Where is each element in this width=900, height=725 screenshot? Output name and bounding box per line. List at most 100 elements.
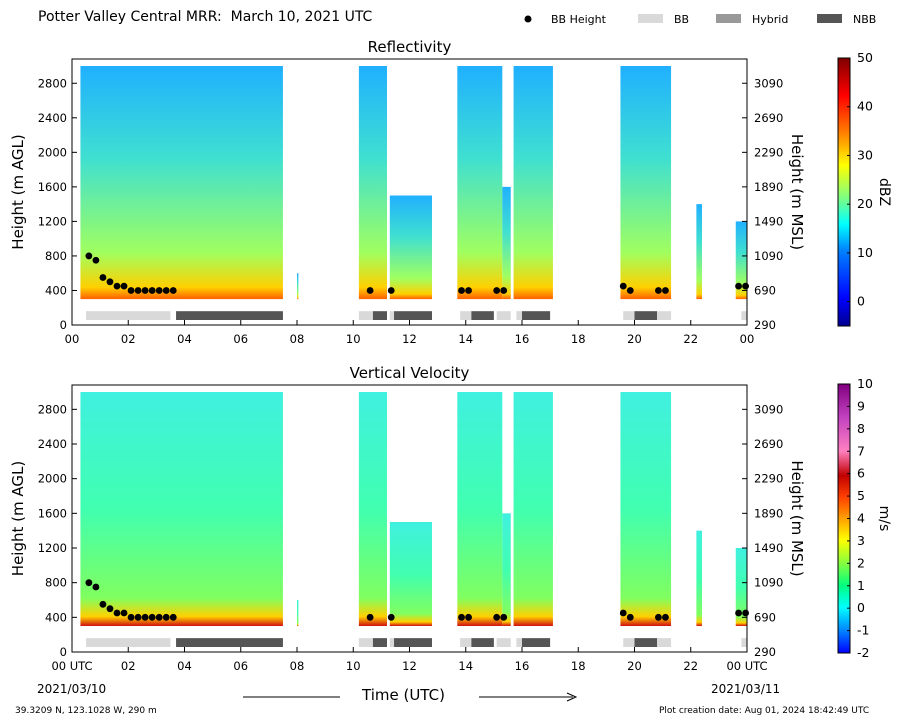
velocity-ylabel: Height (m AGL) [9, 461, 27, 576]
velocity-bb-height-point [387, 613, 395, 621]
velocity-bb-type-bar [741, 638, 747, 647]
velocity-colorbar-tick-label: 1 [857, 578, 865, 593]
reflectivity-bb-height-point [735, 282, 742, 290]
reflectivity-bb-height-point [106, 278, 114, 286]
velocity-echo-region [502, 513, 511, 626]
reflectivity-colorbar-tick-label: 20 [857, 196, 873, 211]
velocity-colorbar-tick-label: 7 [857, 443, 865, 458]
legend-swatch-bb [638, 14, 663, 23]
velocity-xtick-label: 02 [121, 659, 136, 673]
velocity-bb-height-point [148, 613, 156, 621]
reflectivity-bb-height-point [169, 287, 177, 294]
reflectivity-colorbar-tick-label: 0 [857, 294, 865, 309]
reflectivity-xtick-label: 04 [177, 332, 192, 346]
velocity-colorbar-tick-label: 10 [857, 376, 873, 391]
velocity-bb-type-bar [86, 638, 171, 647]
velocity-echo-region [457, 392, 503, 626]
reflectivity-bb-height-point [134, 287, 142, 294]
reflectivity-panel-title: Reflectivity [368, 38, 452, 56]
velocity-xtick-label: 12 [402, 659, 417, 673]
velocity-ytick-label: 0 [60, 645, 67, 659]
velocity-ytick-right-label: 3090 [754, 402, 783, 416]
velocity-ytick-label: 2000 [38, 472, 67, 486]
reflectivity-echo-region [502, 186, 511, 300]
velocity-echo-region [620, 392, 672, 626]
reflectivity-ytick-label: 1600 [38, 180, 67, 194]
velocity-bb-height-point [155, 613, 163, 621]
legend-marker-bb-height [524, 15, 532, 23]
reflectivity-bb-height-point [148, 287, 156, 294]
velocity-ylabel-right: Height (m MSL) [788, 460, 806, 576]
reflectivity-bb-height-point [120, 282, 128, 290]
reflectivity-colorbar-tick-label: 10 [857, 245, 873, 260]
velocity-ytick-right-label: 290 [754, 645, 776, 659]
velocity-bb-height-point [366, 613, 374, 621]
velocity-bb-height-point [465, 613, 472, 621]
velocity-xtick-label: 20 [627, 659, 642, 673]
velocity-bb-height-point [662, 613, 669, 621]
figure-title: Potter Valley Central MRR: March 10, 202… [38, 9, 373, 25]
reflectivity-bb-type-bar [460, 311, 472, 320]
reflectivity-bb-type-bar [394, 311, 432, 320]
velocity-bb-height-point [619, 609, 627, 617]
date-end-label: 2021/03/11 [711, 682, 781, 696]
reflectivity-ytick-label: 2400 [38, 111, 67, 125]
velocity-bb-type-bar [389, 638, 395, 647]
velocity-ytick-label: 2800 [38, 402, 67, 416]
reflectivity-xtick-label: 14 [458, 332, 473, 346]
velocity-xtick-label: 14 [458, 659, 473, 673]
velocity-ytick-right-label: 1890 [754, 506, 783, 520]
reflectivity-echo-region [80, 66, 283, 300]
velocity-colorbar-tick-label: 9 [857, 398, 865, 413]
velocity-bb-height-point [134, 613, 142, 621]
velocity-bb-height-point [735, 609, 742, 617]
reflectivity-bb-type-bar [471, 311, 494, 320]
reflectivity-colorbar [837, 57, 851, 327]
reflectivity-bb-type-bar [741, 311, 747, 320]
velocity-bb-height-point [127, 613, 135, 621]
velocity-echo-region [513, 392, 553, 626]
velocity-bb-height-point [162, 613, 170, 621]
velocity-echo-region [696, 530, 702, 626]
velocity-bb-height-point [169, 613, 177, 621]
reflectivity-echo-region [735, 221, 747, 300]
reflectivity-bb-height-point [92, 256, 100, 264]
reflectivity-bb-height-point [742, 282, 749, 290]
footer-location: 39.3209 N, 123.1028 W, 290 m [15, 706, 157, 716]
velocity-xtick-label: 00 UTC [726, 659, 767, 673]
reflectivity-xtick-label: 16 [515, 332, 530, 346]
reflectivity-bb-type-bar [372, 311, 387, 320]
velocity-xtick-label: 08 [290, 659, 305, 673]
velocity-colorbar-tick-label: 5 [857, 488, 865, 503]
velocity-ytick-right-label: 2290 [754, 472, 783, 486]
reflectivity-bb-height-point [619, 282, 627, 290]
velocity-bb-type-bar [657, 638, 672, 647]
reflectivity-bb-type-bar [516, 311, 522, 320]
velocity-ytick-label: 400 [45, 610, 67, 624]
legend-label-hybrid: Hybrid [752, 13, 788, 26]
legend-label-nbb: NBB [853, 13, 876, 26]
reflectivity-ytick-label: 2000 [38, 145, 67, 159]
reflectivity-ytick-right-label: 290 [754, 318, 776, 332]
reflectivity-xtick-label: 18 [571, 332, 586, 346]
reflectivity-bb-height-point [465, 287, 472, 294]
reflectivity-bb-height-point [127, 287, 135, 294]
velocity-ytick-right-label: 1490 [754, 541, 783, 555]
reflectivity-colorbar-tick-label: 50 [857, 50, 873, 65]
reflectivity-bb-type-bar [358, 311, 373, 320]
velocity-colorbar-tick-label: 3 [857, 533, 865, 548]
reflectivity-ytick-label: 2800 [38, 76, 67, 90]
reflectivity-bb-height-point [458, 287, 465, 294]
reflectivity-ytick-label: 400 [45, 283, 67, 297]
reflectivity-bb-height-point [387, 287, 395, 294]
velocity-ytick-right-label: 1090 [754, 576, 783, 590]
reflectivity-ylabel: Height (m AGL) [9, 134, 27, 249]
reflectivity-ytick-right-label: 1490 [754, 214, 783, 228]
velocity-ytick-label: 1600 [38, 506, 67, 520]
reflectivity-echo-region [358, 66, 387, 300]
velocity-bb-height-point [92, 583, 100, 591]
reflectivity-bb-type-bar [496, 311, 511, 320]
velocity-bb-type-bar [634, 638, 657, 647]
velocity-bb-height-point [106, 605, 114, 613]
velocity-bb-type-bar [176, 638, 283, 647]
